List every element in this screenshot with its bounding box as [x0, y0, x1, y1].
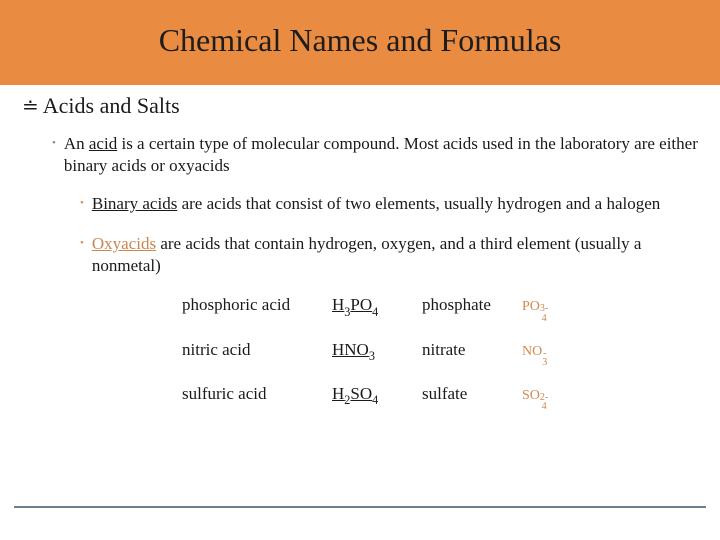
- table-row: phosphoric acidH3PO4phosphatePO3-4: [182, 295, 698, 321]
- horizontal-rule: [14, 506, 706, 508]
- acid-table: phosphoric acidH3PO4phosphatePO3-4 nitric…: [182, 295, 698, 409]
- text-part: are acids that consist of two elements, …: [177, 194, 660, 213]
- scribble-icon: ≐: [22, 94, 39, 119]
- bullet-dot-icon: •: [80, 193, 84, 215]
- acid-name: phosphoric acid: [182, 295, 332, 315]
- ion-name: phosphate: [422, 295, 522, 315]
- title-bar: Chemical Names and Formulas: [0, 0, 720, 85]
- text-part: An: [64, 134, 89, 153]
- acid-name: sulfuric acid: [182, 384, 332, 404]
- bullet-dot-icon: •: [80, 233, 84, 277]
- bullet-oxyacids: • Oxyacids are acids that contain hydrog…: [80, 233, 698, 277]
- slide-content: ≐ Acids and Salts • An acid is a certain…: [0, 85, 720, 410]
- ion-formula: NO-3: [522, 344, 547, 366]
- bullet-text: Binary acids are acids that consist of t…: [92, 193, 660, 215]
- bullet-dot-icon: •: [52, 133, 56, 177]
- section-label: Acids and Salts: [43, 93, 180, 119]
- text-underlined-oxyacids: Oxyacids: [92, 234, 156, 253]
- acid-name: nitric acid: [182, 340, 332, 360]
- bullet-text: Oxyacids are acids that contain hydrogen…: [92, 233, 698, 277]
- ion-name: sulfate: [422, 384, 522, 404]
- acid-formula: H3PO4: [332, 295, 422, 318]
- ion-name: nitrate: [422, 340, 522, 360]
- text-part: are acids that contain hydrogen, oxygen,…: [92, 234, 642, 275]
- table-row: nitric acidHNO3nitrateNO-3: [182, 340, 698, 366]
- acid-formula: HNO3: [332, 340, 422, 363]
- section-heading: ≐ Acids and Salts: [22, 93, 698, 119]
- text-underlined: acid: [89, 134, 117, 153]
- slide: Chemical Names and Formulas ≐ Acids and …: [0, 0, 720, 540]
- bullet-acid-definition: • An acid is a certain type of molecular…: [52, 133, 698, 177]
- slide-title: Chemical Names and Formulas: [0, 22, 720, 59]
- text-part: is a certain type of molecular compound.…: [64, 134, 698, 175]
- acid-formula: H2SO4: [332, 384, 422, 407]
- ion-formula: SO2-4: [522, 388, 548, 410]
- bullet-binary-acids: • Binary acids are acids that consist of…: [80, 193, 698, 215]
- text-underlined: Binary acids: [92, 194, 177, 213]
- ion-formula: PO3-4: [522, 299, 548, 321]
- bullet-text: An acid is a certain type of molecular c…: [64, 133, 698, 177]
- table-row: sulfuric acidH2SO4sulfateSO2-4: [182, 384, 698, 410]
